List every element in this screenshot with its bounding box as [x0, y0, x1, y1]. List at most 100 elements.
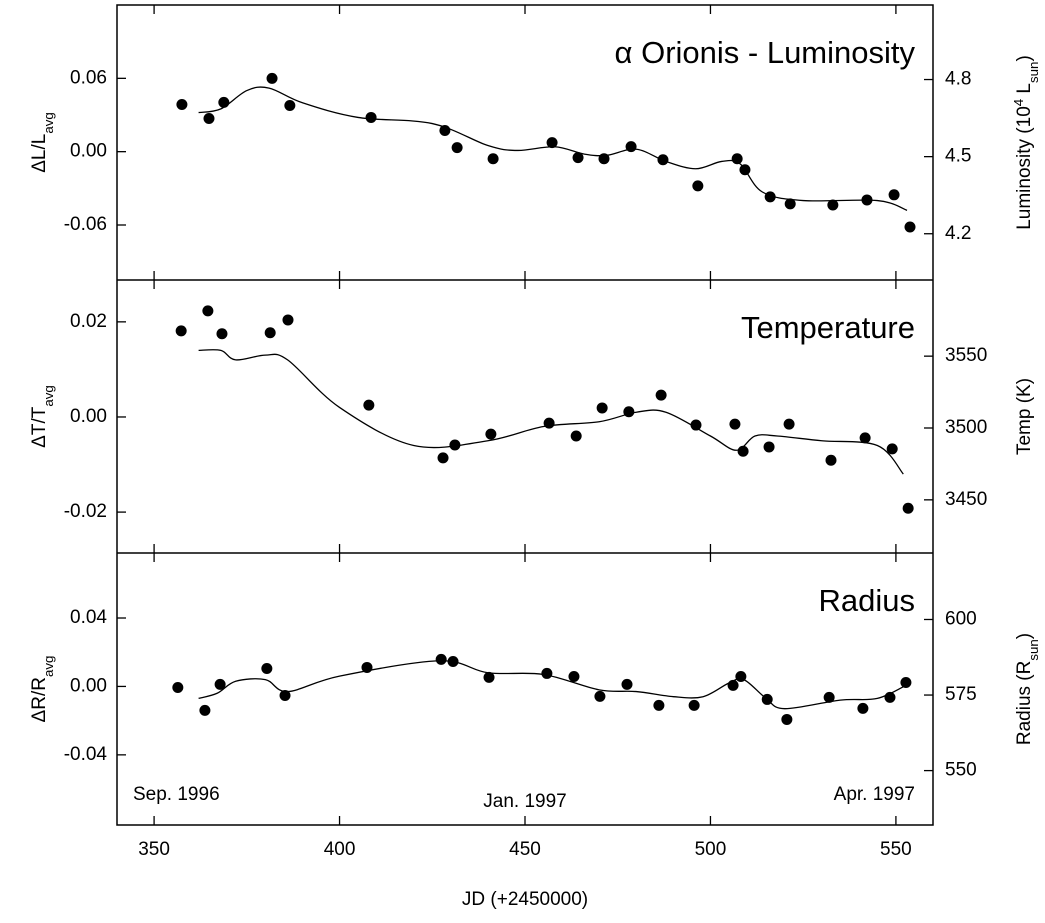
- axis-label-part: Temp (K): [1014, 378, 1035, 455]
- x-tick-label: 350: [138, 839, 170, 860]
- data-point: [823, 691, 835, 703]
- panel-title: Radius: [819, 583, 916, 618]
- data-point: [199, 704, 211, 716]
- data-point: [266, 72, 278, 84]
- fit-line: [198, 349, 904, 475]
- y-tick-label: 0.00: [70, 675, 107, 696]
- data-point: [902, 502, 914, 514]
- axis-label: Temp (K): [1014, 378, 1035, 455]
- axis-label: ΔR/Ravg: [29, 656, 56, 723]
- data-point: [594, 690, 606, 702]
- data-point: [653, 699, 665, 711]
- fit-line: [198, 660, 908, 710]
- panel-title: Temperature: [741, 310, 915, 345]
- data-point: [761, 693, 773, 705]
- data-point: [447, 655, 459, 667]
- data-point: [176, 98, 188, 110]
- data-point: [784, 198, 796, 210]
- y-tick-label: -0.04: [64, 744, 108, 765]
- data-point: [543, 417, 555, 429]
- data-point: [692, 180, 704, 192]
- axis-label-part: ): [1014, 633, 1035, 639]
- data-point: [763, 441, 775, 453]
- data-point: [218, 96, 230, 108]
- data-point: [690, 419, 702, 431]
- fit-line: [198, 86, 908, 211]
- axis-label-part: ΔL/L: [29, 134, 50, 173]
- data-point: [886, 443, 898, 455]
- data-point: [172, 681, 184, 693]
- y-tick-label: 0.00: [70, 406, 107, 427]
- data-point: [688, 699, 700, 711]
- x-tick-label: 450: [509, 839, 541, 860]
- data-point: [568, 671, 580, 683]
- data-point: [282, 314, 294, 326]
- axis-label-part: 4: [1011, 99, 1026, 106]
- data-point: [572, 152, 584, 164]
- x-axis-label: JD (+2450000): [462, 889, 588, 910]
- annotation: Apr. 1997: [834, 784, 915, 805]
- data-point: [623, 406, 635, 418]
- data-point: [888, 189, 900, 201]
- axis-label-part: ): [1014, 55, 1035, 61]
- data-point: [361, 661, 373, 673]
- data-point: [365, 111, 377, 123]
- x-tick-label: 400: [324, 839, 356, 860]
- axis-label-part: L: [1014, 83, 1035, 99]
- data-point: [437, 452, 449, 464]
- axis-label-part: ΔR/R: [29, 677, 50, 722]
- axis-label-part: sun: [1026, 639, 1041, 660]
- annotation: Jan. 1997: [483, 791, 566, 812]
- data-point: [451, 142, 463, 154]
- axis-label-part: Radius (R: [1014, 661, 1035, 745]
- y2-tick-label: 575: [945, 684, 977, 705]
- data-point: [657, 154, 669, 166]
- data-point: [261, 662, 273, 674]
- plot-frame: [116, 4, 934, 826]
- data-point: [175, 325, 187, 337]
- y2-tick-label: 3450: [945, 489, 987, 510]
- data-point: [737, 445, 749, 457]
- data-point: [861, 194, 873, 206]
- y-tick-label: -0.06: [64, 214, 107, 235]
- data-point: [827, 199, 839, 211]
- axis-label: ΔL/Lavg: [29, 112, 56, 173]
- axis-label-part: Luminosity (10: [1014, 106, 1035, 230]
- data-point: [900, 676, 912, 688]
- data-point: [825, 454, 837, 466]
- data-point: [739, 164, 751, 176]
- data-point: [541, 667, 553, 679]
- data-point: [735, 671, 747, 683]
- data-point: [727, 679, 739, 691]
- axis-label-part: ΔT/T: [29, 406, 50, 448]
- data-point: [884, 691, 896, 703]
- data-point: [625, 141, 637, 153]
- data-point: [731, 153, 743, 165]
- axis-label: Luminosity (104 Lsun): [1011, 55, 1041, 230]
- data-point: [781, 713, 793, 725]
- data-point: [202, 305, 214, 317]
- y-tick-label: -0.02: [64, 501, 107, 522]
- data-point: [859, 432, 871, 444]
- data-point: [598, 153, 610, 165]
- data-point: [485, 428, 497, 440]
- x-tick-label: 550: [880, 839, 912, 860]
- y2-tick-label: 4.2: [945, 223, 971, 244]
- axis-label-part: avg: [41, 385, 56, 406]
- data-point: [449, 439, 461, 451]
- data-point: [487, 153, 499, 165]
- data-point: [483, 671, 495, 683]
- data-point: [729, 418, 741, 430]
- y2-tick-label: 4.5: [945, 146, 971, 167]
- y-tick-label: 0.02: [70, 311, 107, 332]
- y2-tick-label: 550: [945, 760, 977, 781]
- y-tick-label: 0.04: [70, 607, 107, 628]
- axis-label-part: avg: [41, 112, 56, 133]
- data-point: [546, 137, 558, 149]
- data-point: [621, 678, 633, 690]
- data-point: [435, 653, 447, 665]
- y2-tick-label: 3500: [945, 417, 987, 438]
- data-point: [596, 402, 608, 414]
- y-tick-label: 0.00: [70, 141, 107, 162]
